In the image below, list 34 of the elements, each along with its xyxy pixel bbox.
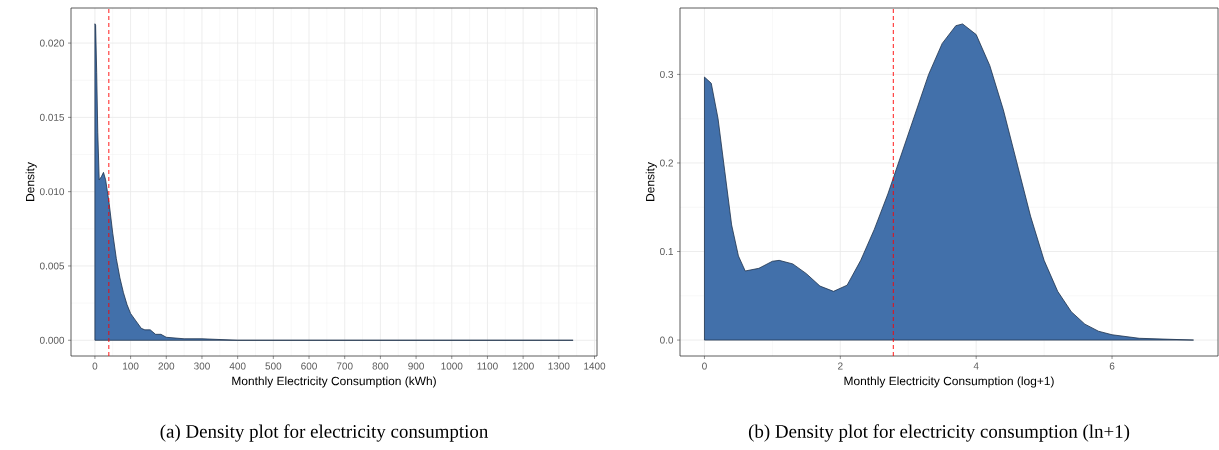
x-tick-label: 500 (265, 362, 282, 370)
text: (a) Density plot for electricity consumption (160, 424, 489, 442)
x-axis-title: Monthly Electricity Consumption (kWh) (232, 376, 436, 388)
y-tick-label: 0.1 (660, 247, 674, 256)
x-tick-label: 400 (229, 362, 246, 370)
x-tick-label: 900 (408, 362, 424, 370)
x-tick-label: 300 (194, 362, 210, 370)
y-tick-label: 0.005 (39, 262, 65, 270)
x-tick-label: 1100 (477, 362, 498, 370)
y-tick-label: 0.000 (39, 336, 65, 344)
y-tick-label: 0.3 (660, 70, 674, 78)
x-tick-label: 2 (838, 362, 843, 370)
y-tick-label: 0.2 (660, 159, 673, 167)
x-tick-label: 200 (158, 362, 175, 370)
y-axis-title: Density (645, 162, 657, 201)
y-tick-label: 0.015 (39, 113, 65, 121)
x-tick-label: 1200 (512, 362, 534, 370)
x-tick-label: 100 (123, 362, 139, 370)
x-tick-label: 0 (702, 362, 707, 370)
x-tick-label: 6 (1109, 362, 1115, 370)
y-tick-label: 0.0 (660, 336, 674, 344)
x-tick-label: 700 (336, 362, 353, 370)
x-tick-label: 1300 (548, 362, 570, 370)
x-tick-label: 1400 (584, 362, 606, 370)
y-tick-label: 0.010 (39, 188, 65, 196)
y-tick-label: 0.020 (39, 39, 65, 47)
y-axis-title: Density (25, 162, 37, 201)
x-tick-label: 1000 (441, 362, 463, 370)
text: (b) Density plot for electricity consumption (ln+1) (748, 424, 1130, 442)
x-tick-label: 0 (92, 362, 98, 370)
x-tick-label: 600 (301, 362, 317, 370)
x-axis-title: Monthly Electricity Consumption (log+1) (844, 376, 1054, 388)
x-tick-label: 4 (973, 362, 979, 370)
x-tick-label: 800 (372, 362, 389, 370)
